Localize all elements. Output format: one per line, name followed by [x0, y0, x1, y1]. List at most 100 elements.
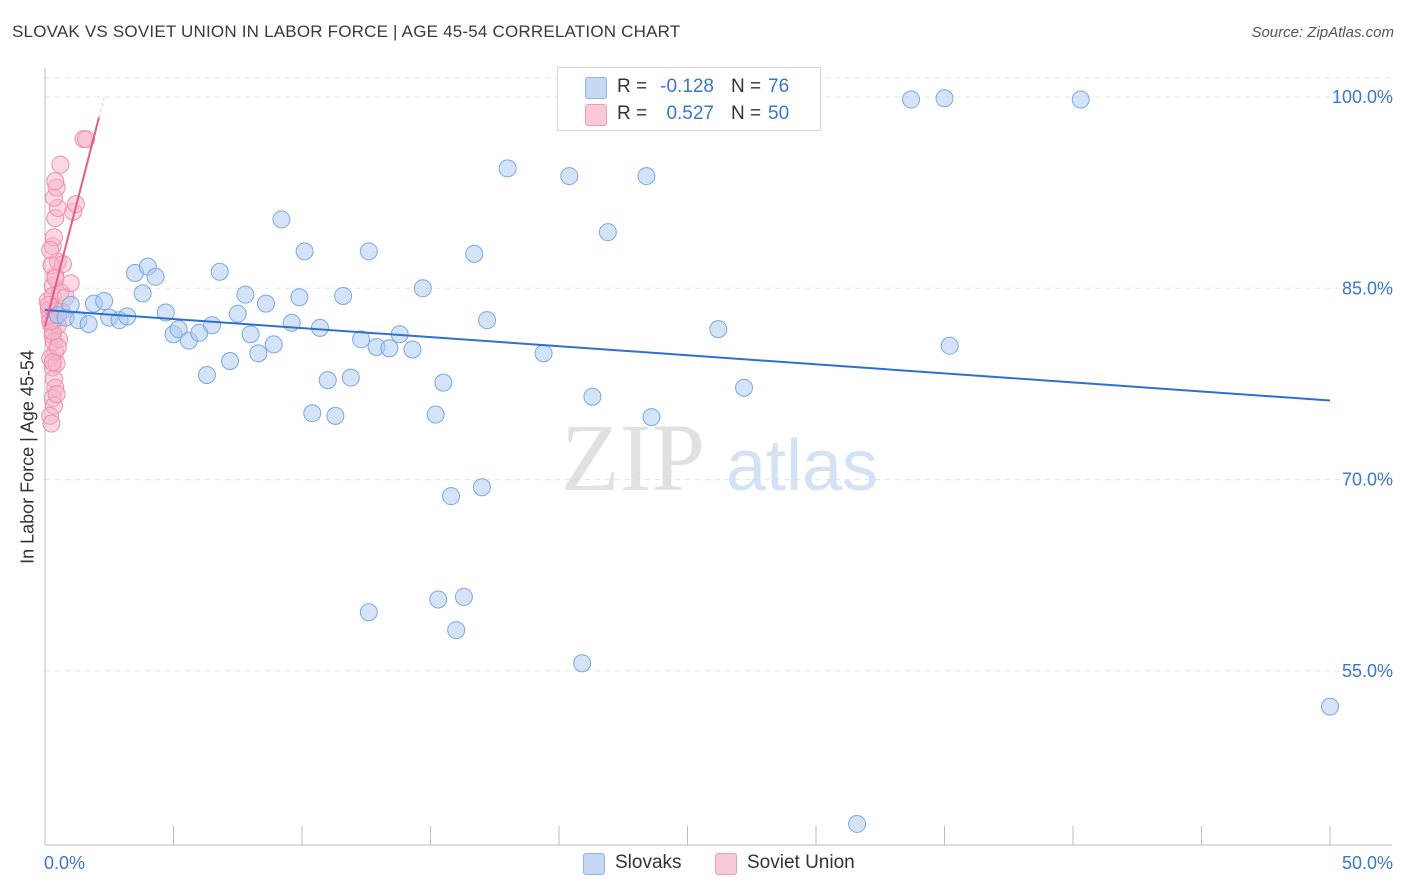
slovak-point — [637, 167, 656, 186]
slovak-point — [241, 325, 260, 344]
soviet-point — [48, 337, 67, 356]
slovaks-r-value: -0.128 — [660, 76, 714, 97]
slovak-point — [478, 311, 497, 330]
slovak-point — [380, 339, 399, 358]
slovak-point — [848, 814, 867, 833]
slovak-point — [290, 288, 309, 307]
soviet-r-label: R = — [617, 103, 648, 124]
slovak-point — [465, 244, 484, 263]
slovak-point — [310, 318, 329, 337]
soviet-n-label: N = — [731, 103, 762, 124]
slovak-point — [156, 303, 175, 322]
slovak-point — [413, 279, 432, 298]
soviet-r-value: 0.527 — [666, 103, 714, 124]
correlation-legend: R = -0.128 N = 76 R = 0.527 N = 50 — [557, 67, 821, 131]
y-axis-label: In Labor Force | Age 45-54 — [17, 350, 38, 564]
slovak-point — [472, 478, 491, 497]
slovak-point — [61, 295, 80, 314]
slovak-point — [429, 590, 448, 609]
slovak-point — [735, 378, 754, 397]
slovak-point — [203, 316, 222, 335]
soviet-swatch — [585, 104, 607, 126]
slovaks-r-label: R = — [617, 76, 648, 97]
soviet-point — [61, 274, 80, 293]
watermark-zip: ZIP — [561, 404, 705, 511]
slovaks-n-value: 76 — [768, 76, 790, 97]
tick-labels: 55.0% 70.0% 85.0% 100.0% 0.0% 50.0% — [44, 87, 1393, 873]
slovaks-trend-line — [44, 308, 1331, 402]
slovak-point — [359, 242, 378, 261]
bottom-soviet-label: Soviet Union — [747, 852, 855, 873]
bottom-soviet-swatch — [715, 853, 737, 875]
soviet-point — [43, 353, 62, 372]
gridlines — [45, 77, 1392, 672]
soviet-trend-line — [44, 117, 100, 327]
slovak-point — [210, 262, 229, 281]
axes — [44, 68, 1392, 846]
slovak-point — [1321, 697, 1339, 716]
y-tick-label: 85.0% — [1342, 278, 1393, 298]
slovak-point — [303, 404, 322, 423]
soviet-point — [51, 155, 70, 174]
x-tick-label-min: 0.0% — [44, 853, 85, 873]
y-tick-label: 55.0% — [1342, 661, 1393, 681]
slovak-point — [940, 336, 959, 355]
slovak-points — [48, 89, 1339, 833]
slovak-point — [257, 294, 276, 313]
slovak-point — [228, 304, 247, 323]
soviet-point — [42, 414, 61, 433]
slovaks-swatch — [585, 77, 607, 99]
slovak-point — [434, 373, 453, 392]
legend-row-soviet: R = 0.527 N = 50 — [558, 101, 820, 127]
slovak-point — [249, 344, 268, 363]
soviet-point — [46, 172, 65, 191]
slovak-point — [498, 159, 517, 178]
trend-lines — [44, 98, 1331, 402]
soviet-n-value: 50 — [768, 103, 790, 124]
slovak-point — [133, 284, 152, 303]
slovak-point — [1071, 90, 1090, 109]
legend-row-slovaks: R = -0.128 N = 76 — [558, 74, 820, 100]
slovak-point — [272, 210, 291, 229]
slovak-point — [318, 371, 337, 390]
slovak-point — [352, 330, 371, 349]
slovak-point — [95, 292, 114, 311]
slovak-point — [295, 242, 314, 261]
x-tick-label-max: 50.0% — [1342, 853, 1393, 873]
soviet-points — [38, 130, 96, 433]
y-tick-label: 70.0% — [1342, 470, 1393, 490]
slovak-point — [447, 621, 466, 640]
slovaks-n-label: N = — [731, 76, 762, 97]
slovak-point — [359, 603, 378, 622]
slovak-point — [454, 587, 473, 606]
slovak-point — [442, 487, 461, 506]
slovak-point — [326, 406, 345, 425]
slovak-point — [79, 315, 98, 334]
y-tick-label: 100.0% — [1332, 87, 1393, 107]
chart-title: SLOVAK VS SOVIET UNION IN LABOR FORCE | … — [12, 22, 681, 41]
slovak-point — [935, 89, 954, 108]
slovak-point — [426, 405, 445, 424]
slovak-point — [341, 368, 360, 387]
slovak-point — [583, 387, 602, 406]
slovak-point — [264, 335, 283, 354]
slovak-point — [709, 320, 728, 339]
slovak-point — [221, 351, 240, 370]
slovak-point — [403, 340, 422, 359]
watermark-atlas: atlas — [726, 426, 878, 506]
chart-source: Source: ZipAtlas.com — [1251, 24, 1394, 41]
soviet-point — [77, 130, 96, 149]
soviet-point — [47, 385, 66, 404]
slovak-point — [146, 267, 165, 286]
bottom-slovaks-swatch — [583, 853, 605, 875]
slovak-point — [197, 366, 216, 385]
slovak-point — [560, 167, 579, 186]
slovak-point — [902, 90, 921, 109]
soviet-trend-extension — [98, 98, 105, 118]
slovak-point — [534, 344, 553, 363]
soviet-point — [41, 241, 60, 260]
slovak-point — [334, 286, 353, 305]
slovak-point — [236, 285, 255, 304]
slovak-point — [598, 223, 617, 242]
